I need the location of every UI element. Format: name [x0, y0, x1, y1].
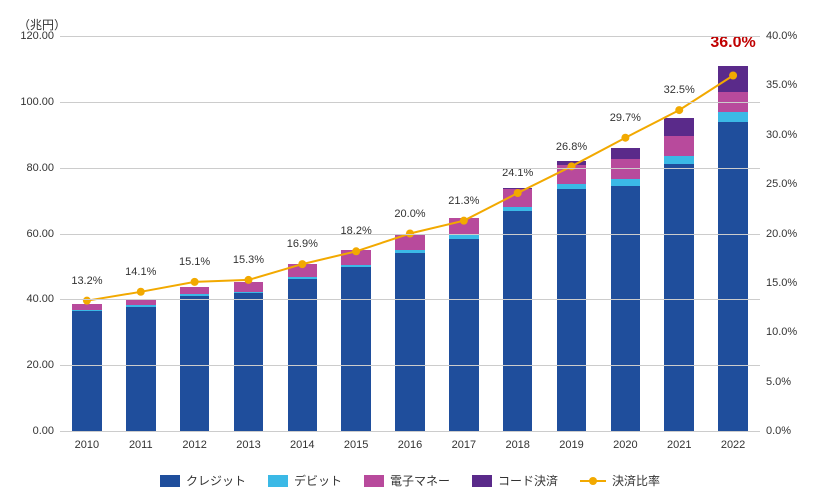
ratio-value-label: 15.1%: [179, 256, 210, 268]
x-tick: 2017: [452, 431, 476, 451]
y-left-tick: 80.00: [26, 162, 60, 174]
y-right-tick: 5.0%: [760, 376, 791, 388]
legend-swatch: [268, 475, 288, 487]
y-right-tick: 40.0%: [760, 30, 797, 42]
ratio-value-label: 21.3%: [448, 195, 479, 207]
x-tick: 2012: [182, 431, 206, 451]
legend-label: クレジット: [186, 472, 246, 489]
x-tick: 2019: [559, 431, 583, 451]
y-left-tick: 100.00: [20, 96, 60, 108]
y-right-tick: 10.0%: [760, 326, 797, 338]
legend-swatch: [160, 475, 180, 487]
y-right-tick: 35.0%: [760, 79, 797, 91]
legend-item-ratio: 決済比率: [580, 472, 660, 489]
gridline: [60, 168, 760, 169]
y-left-tick: 60.00: [26, 228, 60, 240]
x-tick: 2010: [75, 431, 99, 451]
legend-label: 電子マネー: [390, 472, 450, 489]
gridline: [60, 36, 760, 37]
x-tick: 2020: [613, 431, 637, 451]
ratio-value-label: 29.7%: [610, 112, 641, 124]
ratio-value-label: 13.2%: [71, 275, 102, 287]
x-tick: 2011: [129, 431, 153, 451]
y-left-tick: 120.00: [20, 30, 60, 42]
legend-label: デビット: [294, 472, 342, 489]
x-tick: 2016: [398, 431, 422, 451]
gridline: [60, 234, 760, 235]
y-right-tick: 30.0%: [760, 129, 797, 141]
legend-item-code: コード決済: [472, 472, 558, 489]
x-tick: 2018: [505, 431, 529, 451]
ratio-value-label: 20.0%: [394, 208, 425, 220]
y-right-tick: 20.0%: [760, 228, 797, 240]
legend: クレジット デビット 電子マネー コード決済 決済比率: [0, 472, 820, 489]
legend-label: コード決済: [498, 472, 558, 489]
legend-item-emoney: 電子マネー: [364, 472, 450, 489]
legend-label: 決済比率: [612, 472, 660, 489]
gridline: [60, 365, 760, 366]
y-left-tick: 0.00: [33, 425, 60, 437]
legend-item-credit: クレジット: [160, 472, 246, 489]
legend-swatch-line: [580, 475, 606, 487]
y-right-tick: 0.0%: [760, 425, 791, 437]
ratio-value-label: 14.1%: [125, 266, 156, 278]
x-tick: 2022: [721, 431, 745, 451]
legend-swatch: [472, 475, 492, 487]
gridline: [60, 102, 760, 103]
y-left-tick: 20.00: [26, 359, 60, 371]
x-tick: 2014: [290, 431, 314, 451]
y-left-tick: 40.00: [26, 293, 60, 305]
y-right-tick: 25.0%: [760, 178, 797, 190]
payment-chart: （兆円） 13.2%14.1%15.1%15.3%16.9%18.2%20.0%…: [0, 0, 820, 501]
x-tick: 2013: [236, 431, 260, 451]
x-tick: 2015: [344, 431, 368, 451]
plot-area: 13.2% 14.1% 15.1% 15.3% 16.9% 18.2% 20.0% 21.3%…: [60, 36, 760, 431]
y-right-tick: 15.0%: [760, 277, 797, 289]
x-tick: 2021: [667, 431, 691, 451]
ratio-value-label: 32.5%: [664, 84, 695, 96]
ratio-value-label: 24.1%: [502, 167, 533, 179]
gridline: [60, 299, 760, 300]
ratio-value-label: 26.8%: [556, 141, 587, 153]
ratio-value-label: 15.3%: [233, 254, 264, 266]
legend-swatch: [364, 475, 384, 487]
ratio-value-label: 16.9%: [287, 238, 318, 250]
legend-item-debit: デビット: [268, 472, 342, 489]
ratio-value-label: 18.2%: [341, 225, 372, 237]
